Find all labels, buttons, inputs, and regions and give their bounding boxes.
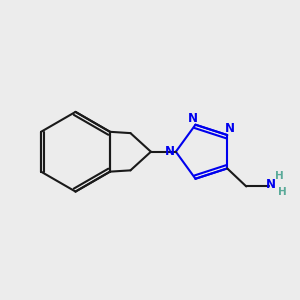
Text: N: N — [225, 122, 235, 135]
Text: N: N — [165, 145, 175, 158]
Text: N: N — [188, 112, 198, 125]
Text: N: N — [266, 178, 275, 191]
Text: H: H — [275, 171, 284, 181]
Text: H: H — [278, 187, 286, 196]
